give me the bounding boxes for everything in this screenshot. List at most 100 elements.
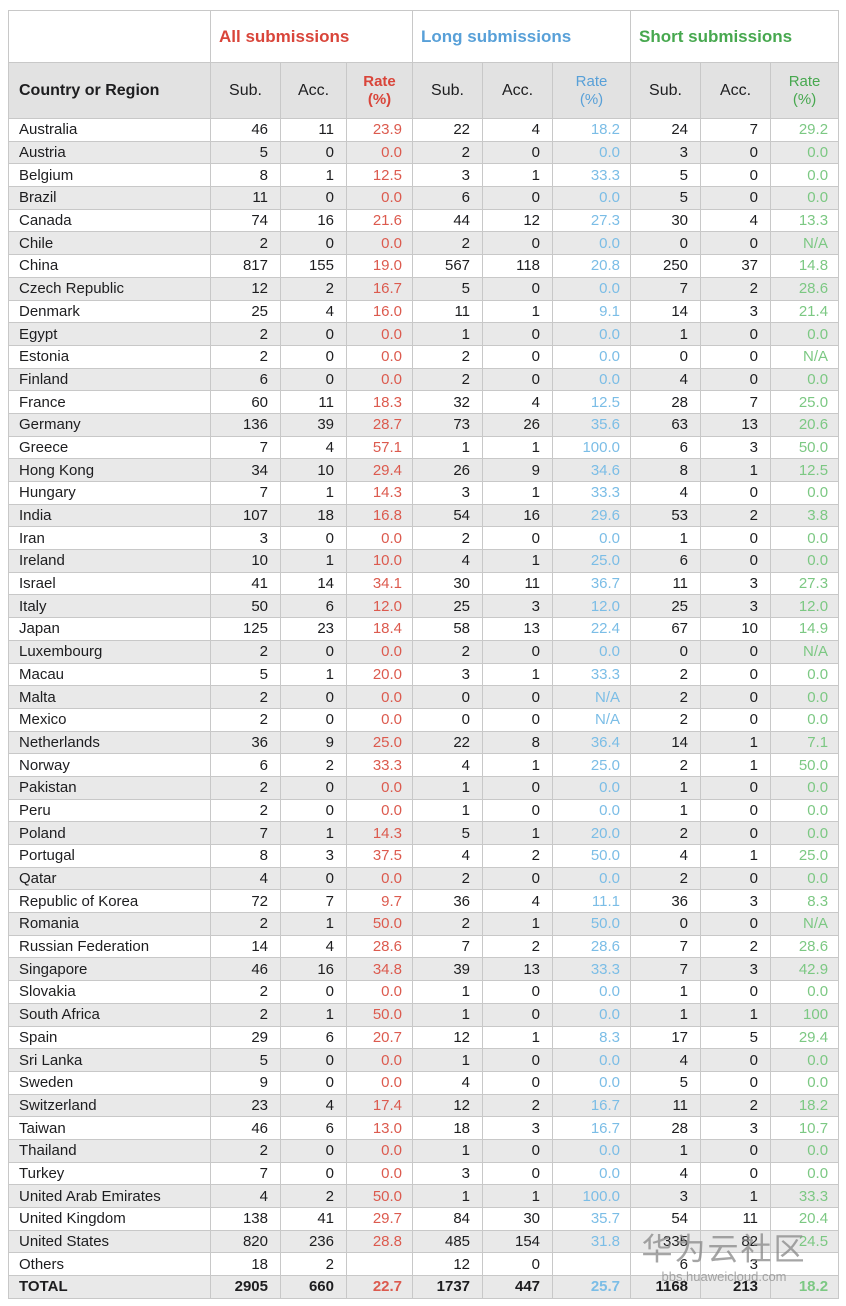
country-cell: Malta [8,685,211,709]
country-cell: United Arab Emirates [8,1184,211,1208]
value-cell: 1 [412,1138,484,1163]
value-cell: 1 [412,798,484,823]
country-cell: Thailand [8,1138,211,1163]
value-cell: 0 [700,549,772,573]
value-cell: 50.0 [345,1184,414,1208]
value-cell: 4 [210,866,281,891]
value-cell: 0.0 [770,798,840,823]
value-cell: 2 [210,685,281,709]
value-cell: 138 [210,1207,281,1231]
value-cell: 36.7 [552,571,632,596]
value-cell: 30 [630,208,702,233]
value-cell: 0.0 [345,1048,414,1072]
value-cell: 2905 [210,1275,281,1299]
value-cell: 1 [412,322,484,346]
value-cell: 32 [412,390,484,414]
value-cell: 84 [412,1207,484,1231]
country-cell: Netherlands [8,730,211,755]
value-cell: 0.0 [345,775,414,800]
value-cell: 29.6 [552,503,632,528]
value-cell: 0.0 [770,526,840,551]
value-cell: 0 [700,481,772,505]
value-cell: 27.3 [770,571,840,596]
value-cell: 29.4 [770,1025,840,1050]
value-cell: 12 [412,1093,484,1118]
value-cell: 2 [700,503,772,528]
country-cell: Hungary [8,481,211,505]
value-cell: 0.0 [345,866,414,891]
value-cell: 14 [210,934,281,959]
value-cell: 9 [210,1070,281,1095]
value-cell: 250 [630,254,702,278]
value-cell: 0 [482,276,554,301]
table-row: Macau 5 1 20.0 3 1 33.3 2 0 0.0 [8,662,840,687]
table-row: Hong Kong 34 10 29.4 26 9 34.6 8 1 12.5 [8,458,840,482]
value-cell: 1 [482,662,554,687]
value-cell: 0 [700,821,772,845]
value-cell: 8 [210,844,281,868]
all-sub-header: Sub. [210,62,281,119]
value-cell: 0 [700,344,772,369]
table-row: Hungary 7 1 14.3 3 1 33.3 4 0 0.0 [8,481,840,505]
value-cell: 2 [280,753,347,777]
table-row: Taiwan 46 6 13.0 18 3 16.7 28 3 10.7 [8,1116,840,1140]
value-cell: 2 [210,980,281,1004]
value-cell: 21.4 [770,299,840,324]
submissions-table: All submissions Long submissions Short s… [8,10,840,1299]
value-cell: 34.1 [345,571,414,596]
value-cell: 12 [412,1025,484,1050]
value-cell: 13.0 [345,1116,414,1140]
value-cell: 485 [412,1229,484,1254]
value-cell: 0.0 [770,549,840,573]
table-row: Chile 2 0 0.0 2 0 0.0 0 0 N/A [8,231,840,256]
group-short-submissions: Short submissions [630,10,840,63]
value-cell: 33.3 [552,662,632,687]
value-cell: 0.0 [770,662,840,687]
value-cell: 41 [210,571,281,596]
value-cell: 2 [482,844,554,868]
value-cell: 0 [700,662,772,687]
table-row: Italy 50 6 12.0 25 3 12.0 25 3 12.0 [8,594,840,619]
value-cell: 0.0 [345,526,414,551]
table-row: Republic of Korea 72 7 9.7 36 4 11.1 36 3 8.3 [8,889,840,914]
value-cell: 1 [482,912,554,936]
value-cell: 2 [210,639,281,664]
value-cell: 2 [412,231,484,256]
value-cell: 2 [630,821,702,845]
value-cell: 154 [482,1229,554,1254]
short-acc-header: Acc. [700,62,772,119]
value-cell: 1 [700,1184,772,1208]
value-cell: 4 [412,844,484,868]
value-cell: 10 [210,549,281,573]
table-row: Sweden 9 0 0.0 4 0 0.0 5 0 0.0 [8,1070,840,1095]
value-cell: 33.3 [552,163,632,188]
table-row: United Kingdom 138 41 29.7 84 30 35.7 54 11 20.4 [8,1207,840,1231]
value-cell: N/A [552,685,632,709]
corner-cell [8,10,211,63]
value-cell: 0 [700,1048,772,1072]
country-cell: Qatar [8,866,211,891]
value-cell: 7 [210,481,281,505]
value-cell: 30 [482,1207,554,1231]
value-cell: 1 [412,1184,484,1208]
value-cell: 18.2 [552,118,632,142]
value-cell: 1 [630,775,702,800]
country-cell: India [8,503,211,528]
value-cell: 0 [482,798,554,823]
value-cell: 6 [630,435,702,460]
value-cell: 18.2 [770,1093,840,1118]
value-cell: 1 [412,980,484,1004]
value-cell: 4 [482,390,554,414]
value-cell: 0 [482,231,554,256]
value-cell: 20.8 [552,254,632,278]
value-cell: 50.0 [552,912,632,936]
value-cell: 1 [630,1138,702,1163]
value-cell: 50.0 [770,435,840,460]
value-cell: 0.0 [770,367,840,392]
value-cell: 0.0 [770,163,840,188]
group-header-row: All submissions Long submissions Short s… [8,10,840,63]
value-cell: 2 [210,798,281,823]
value-cell: 0.0 [552,231,632,256]
value-cell: 2 [700,276,772,301]
value-cell: 18.2 [770,1275,840,1299]
